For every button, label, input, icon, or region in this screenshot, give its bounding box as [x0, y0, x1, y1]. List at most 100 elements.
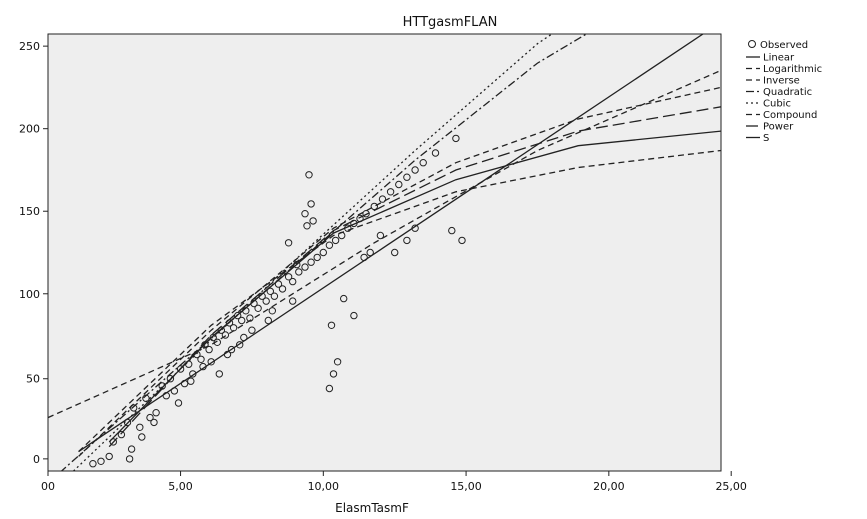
data-point [309, 217, 317, 225]
legend-label-quadratic: Quadratic [763, 87, 812, 98]
legend-observed-marker [748, 40, 756, 48]
y-tick-label: 200 [19, 123, 40, 136]
data-point [270, 292, 279, 300]
data-point [452, 134, 460, 143]
data-point [187, 377, 195, 385]
data-point [138, 433, 146, 441]
legend-label-inverse: Inverse [763, 76, 800, 87]
data-point [152, 409, 160, 417]
data-point [376, 231, 385, 240]
data-point [221, 331, 230, 339]
data-point [125, 455, 134, 463]
legend-label-logarithmic: Logarithmic [763, 64, 822, 75]
data-point [431, 149, 440, 157]
x-tick-label: 20,00 [593, 480, 625, 493]
data-point [254, 304, 262, 312]
data-point [403, 173, 411, 181]
data-point [289, 277, 297, 286]
fit-line-s [108, 130, 721, 443]
data-point [209, 333, 217, 342]
data-point [329, 370, 338, 378]
x-axis-ticks: 00 5,00 10,00 15,00 20,00 25,00 [41, 471, 747, 493]
data-point [166, 375, 175, 383]
y-tick-label: 250 [19, 40, 40, 53]
fit-line-logarithmic [78, 86, 721, 457]
data-point [284, 273, 293, 281]
data-point [97, 457, 105, 465]
legend-label-cubic: Cubic [763, 99, 791, 110]
data-point [289, 297, 297, 305]
data-point [301, 263, 309, 271]
data-point [313, 253, 321, 262]
data-point [362, 210, 370, 218]
data-point [262, 297, 270, 305]
data-point [370, 202, 378, 211]
x-tick-label: 25,00 [715, 480, 747, 493]
data-point [89, 460, 97, 468]
data-point [278, 285, 287, 293]
data-point [117, 430, 126, 439]
x-axis-title: ElasmTasmF [335, 501, 409, 515]
data-point [331, 236, 340, 245]
data-point [301, 210, 309, 218]
data-point [264, 316, 272, 325]
legend-label-power: Power [763, 122, 794, 133]
chart-title: HTTgasmFLAN [403, 15, 498, 30]
plot-area [47, 33, 722, 472]
y-tick-label: 150 [19, 205, 40, 218]
data-point [136, 423, 144, 431]
data-point [127, 445, 136, 453]
fit-line-inverse [78, 149, 721, 453]
data-point [146, 413, 154, 422]
legend-observed-label: Observed [760, 40, 808, 51]
data-point [174, 399, 183, 407]
data-point [303, 222, 311, 230]
data-point [327, 321, 336, 329]
data-point [105, 452, 113, 461]
data-point [305, 171, 313, 179]
y-tick-label: 100 [19, 288, 40, 301]
data-point [458, 236, 466, 245]
data-point [236, 341, 244, 349]
data-point [386, 188, 395, 196]
fit-line-compound [48, 69, 721, 419]
data-point [391, 248, 399, 257]
legend-label-linear: Linear [763, 53, 795, 64]
data-point [205, 345, 213, 354]
data-point [340, 294, 348, 303]
x-tick-label: 00 [41, 480, 55, 493]
data-point [215, 370, 224, 378]
fit-line-linear [78, 34, 705, 453]
data-point [448, 226, 456, 235]
data-point [333, 358, 342, 366]
x-tick-label: 5,00 [168, 480, 193, 493]
data-point [227, 345, 236, 354]
data-point [238, 316, 246, 325]
legend-label-compound: Compound [763, 110, 817, 121]
data-point [307, 200, 315, 208]
data-point [366, 248, 374, 257]
legend-label-s: S [763, 133, 769, 144]
data-point [378, 195, 387, 203]
y-axis-ticks: 0 50 100 150 200 250 [19, 40, 48, 466]
data-point [268, 307, 276, 315]
data-point [403, 236, 411, 245]
y-tick-label: 0 [33, 453, 40, 466]
data-point [284, 239, 293, 247]
data-point [319, 248, 327, 257]
data-point [207, 358, 215, 366]
fit-line-cubic [72, 34, 554, 471]
data-point [266, 287, 274, 295]
data-point [325, 384, 334, 393]
data-point [248, 326, 256, 334]
data-point [350, 311, 358, 320]
x-tick-label: 10,00 [308, 480, 340, 493]
y-tick-label: 50 [26, 373, 40, 386]
data-point [150, 418, 158, 427]
data-point [395, 180, 403, 189]
data-point [325, 241, 334, 249]
data-point [411, 166, 419, 174]
x-tick-label: 15,00 [450, 480, 482, 493]
data-point [189, 370, 197, 378]
